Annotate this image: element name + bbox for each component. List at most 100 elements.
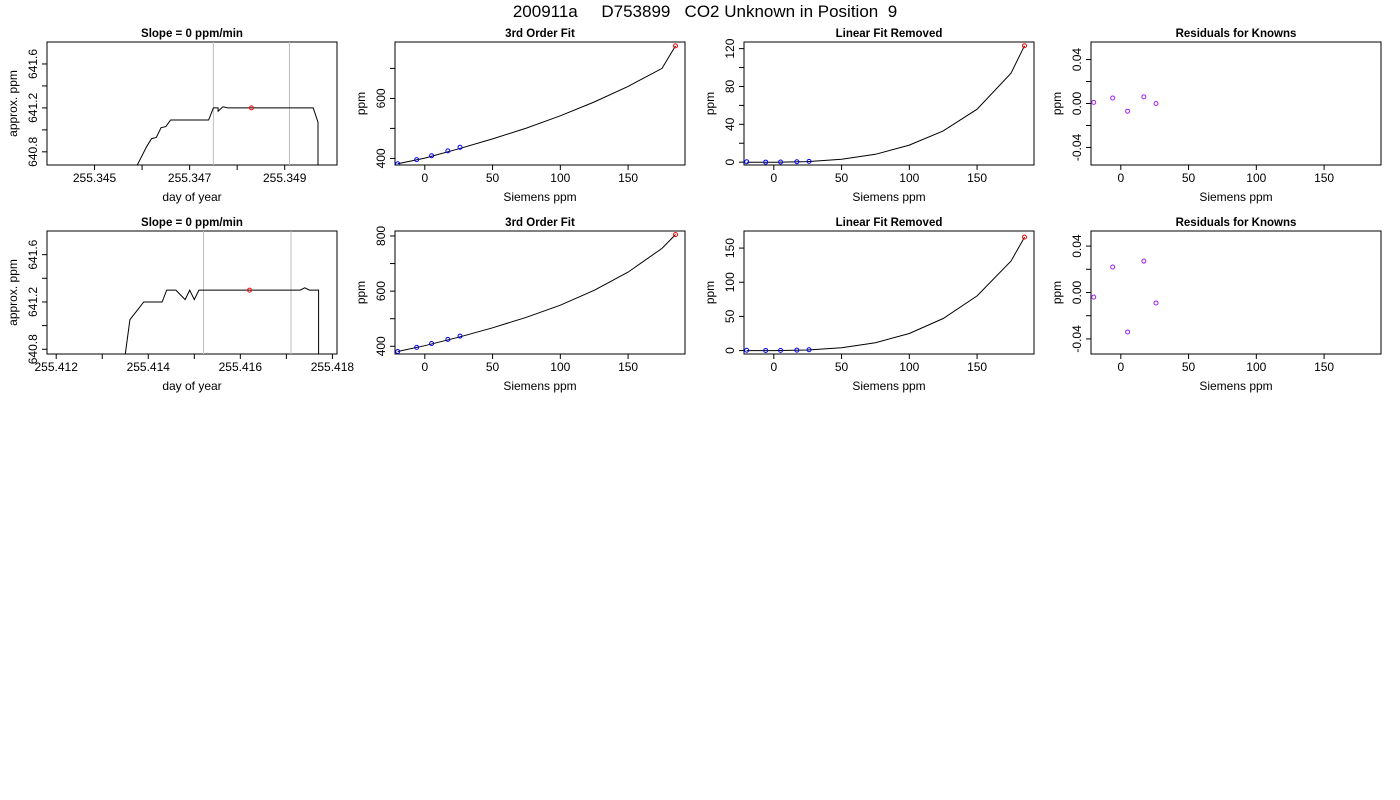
y-axis-label: approx. ppm (6, 259, 20, 326)
x-tick-label: 255.416 (219, 360, 263, 374)
known-point (395, 349, 401, 354)
x-tick-label: 50 (1182, 360, 1196, 374)
fit-curve (746, 236, 1025, 352)
x-tick-label: 100 (1246, 360, 1266, 374)
fit-curve (746, 45, 1025, 163)
x-tick-label: 0 (1117, 360, 1124, 374)
chart-title: Slope = 0 ppm/min (141, 28, 243, 40)
known-point (1125, 329, 1131, 335)
y-tick-label: 600 (374, 88, 388, 108)
y-axis-label: ppm (354, 281, 368, 304)
x-tick-label: 0 (421, 360, 428, 374)
chart-panel-1: Slope = 0 ppm/min 255.345 255.347 255.349 64… (6, 28, 338, 204)
unknown-point (1022, 234, 1028, 240)
y-tick-label: 641.6 (26, 239, 40, 269)
chart-title: Slope = 0 ppm/min (141, 217, 243, 229)
x-tick-label: 150 (1314, 171, 1334, 185)
known-point (1091, 294, 1097, 300)
x-axis-label: day of year (162, 379, 221, 393)
x-tick-label: 255.418 (311, 360, 355, 374)
known-point (457, 333, 463, 339)
known-point (1125, 108, 1131, 114)
known-point (429, 153, 435, 159)
analyzer-trace (124, 287, 320, 354)
x-tick-label: 150 (618, 360, 638, 374)
x-tick-label: 0 (1117, 171, 1124, 185)
plot-area (395, 232, 679, 354)
plot-area (1091, 94, 1159, 114)
known-point (445, 148, 451, 154)
y-tick-label: 400 (374, 148, 388, 168)
y-tick-label: 641.2 (26, 93, 40, 123)
known-point (445, 336, 451, 342)
x-axis-label: day of year (162, 190, 221, 204)
known-point (414, 344, 420, 350)
known-point (429, 341, 435, 347)
known-point (763, 159, 769, 165)
y-axis-label: ppm (703, 92, 717, 115)
chart-panel-2: 3rd Order Fit 0 50 100 150 400 600 Siemens ppm p… (354, 28, 686, 204)
known-point (744, 159, 750, 165)
fit-curve (397, 234, 676, 352)
chart-title: Linear Fit Removed (836, 28, 943, 40)
x-axis-label: Siemens ppm (852, 379, 925, 393)
chart-panel-6: 3rd Order Fit 0 50 100 150 400 600 800 Siemens p… (354, 217, 686, 393)
known-point (1110, 95, 1116, 101)
known-point (457, 144, 463, 150)
y-tick-label: -0.04 (1070, 133, 1084, 161)
y-tick-label: 120 (723, 38, 737, 58)
unknown-point (673, 43, 679, 49)
x-axis-label: Siemens ppm (503, 190, 576, 204)
known-point (794, 347, 800, 353)
page-title: 200911a D753899 CO2 Unknown in Position … (512, 2, 898, 21)
known-point (414, 157, 420, 163)
fit-curve (397, 45, 676, 165)
known-point (1091, 99, 1097, 105)
plot-area (395, 43, 679, 165)
known-point (778, 347, 784, 353)
known-point (1141, 258, 1147, 264)
x-axis-label: Siemens ppm (1199, 379, 1272, 393)
x-tick-label: 100 (550, 360, 570, 374)
x-tick-label: 50 (486, 171, 500, 185)
plot-frame (394, 41, 686, 166)
plot-frame (743, 230, 1035, 355)
plot-area (124, 287, 320, 354)
plot-frame (743, 41, 1035, 166)
sample-marker (247, 287, 253, 293)
x-tick-label: 150 (967, 171, 987, 185)
x-tick-label: 150 (618, 171, 638, 185)
chart-panel-7: Linear Fit Removed 0 50 100 150 0 50 100 150 Siem… (703, 217, 1035, 393)
y-tick-label: 400 (374, 336, 388, 356)
known-point (395, 161, 401, 165)
analyzer-trace (136, 106, 319, 165)
chart-panel-5: Slope = 0 ppm/min 255.412 255.414 255.416 25… (6, 217, 354, 393)
chart-title: 3rd Order Fit (505, 28, 575, 40)
y-tick-label: 641.2 (26, 287, 40, 317)
known-point (1153, 300, 1159, 306)
unknown-point (673, 232, 679, 238)
known-point (744, 347, 750, 353)
plot-frame (1090, 230, 1382, 355)
x-tick-label: 50 (486, 360, 500, 374)
x-tick-label: 100 (899, 171, 919, 185)
plot-area (1091, 258, 1159, 335)
known-point (1110, 264, 1116, 270)
y-tick-label: 150 (723, 238, 737, 258)
y-tick-label: 800 (374, 226, 388, 246)
chart-title: Residuals for Knowns (1176, 217, 1297, 229)
y-tick-label: 0.00 (1070, 280, 1084, 304)
x-tick-label: 100 (899, 360, 919, 374)
known-point (806, 158, 812, 164)
y-axis-label: ppm (1050, 281, 1064, 304)
x-tick-label: 255.414 (127, 360, 171, 374)
plot-frame (394, 230, 686, 355)
y-tick-label: 600 (374, 281, 388, 301)
plot-frame (46, 41, 338, 166)
y-tick-label: 640.8 (26, 334, 40, 364)
chart-title: Linear Fit Removed (836, 217, 943, 229)
y-tick-label: 0.00 (1070, 91, 1084, 115)
known-point (1153, 101, 1159, 106)
chart-title: Residuals for Knowns (1176, 28, 1297, 40)
